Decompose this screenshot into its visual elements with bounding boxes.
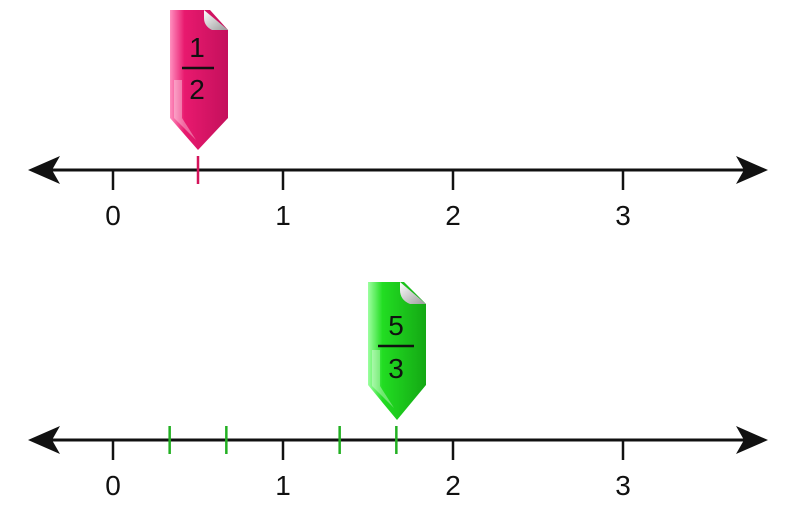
- tick-label-3: 3: [615, 470, 631, 501]
- tick-label-2: 2: [445, 200, 461, 231]
- tick-label-0: 0: [105, 200, 121, 231]
- left-arrow-icon: [28, 156, 60, 184]
- fraction-marker-one-half: 1 2: [170, 10, 228, 150]
- tick-label-3: 3: [615, 200, 631, 231]
- marker-shine: [174, 80, 196, 140]
- marker-body: [170, 10, 228, 150]
- tick-label-2: 2: [445, 470, 461, 501]
- tick-label-1: 1: [275, 200, 291, 231]
- marker-denominator: 2: [189, 74, 205, 105]
- integer-ticks: 0 1 2 3: [105, 439, 631, 501]
- marker-numerator: 5: [388, 310, 404, 341]
- tick-label-0: 0: [105, 470, 121, 501]
- marker-numerator: 1: [189, 32, 205, 63]
- number-line-top: 0 1 2 3 1 2: [28, 10, 768, 231]
- right-arrow-icon: [736, 156, 768, 184]
- page-curl-icon: [400, 282, 426, 304]
- marker-denominator: 3: [388, 353, 404, 384]
- fraction-marks: [168, 426, 398, 454]
- page-curl-icon: [204, 10, 228, 30]
- fraction-marker-five-thirds: 5 3: [368, 282, 426, 420]
- left-arrow-icon: [28, 426, 60, 454]
- right-arrow-icon: [736, 426, 768, 454]
- marker-shine: [372, 350, 394, 408]
- number-line-bottom: 0 1 2 3 5 3: [28, 282, 768, 501]
- marker-body: [368, 282, 426, 420]
- tick-label-1: 1: [275, 470, 291, 501]
- integer-ticks: 0 1 2 3: [105, 169, 631, 231]
